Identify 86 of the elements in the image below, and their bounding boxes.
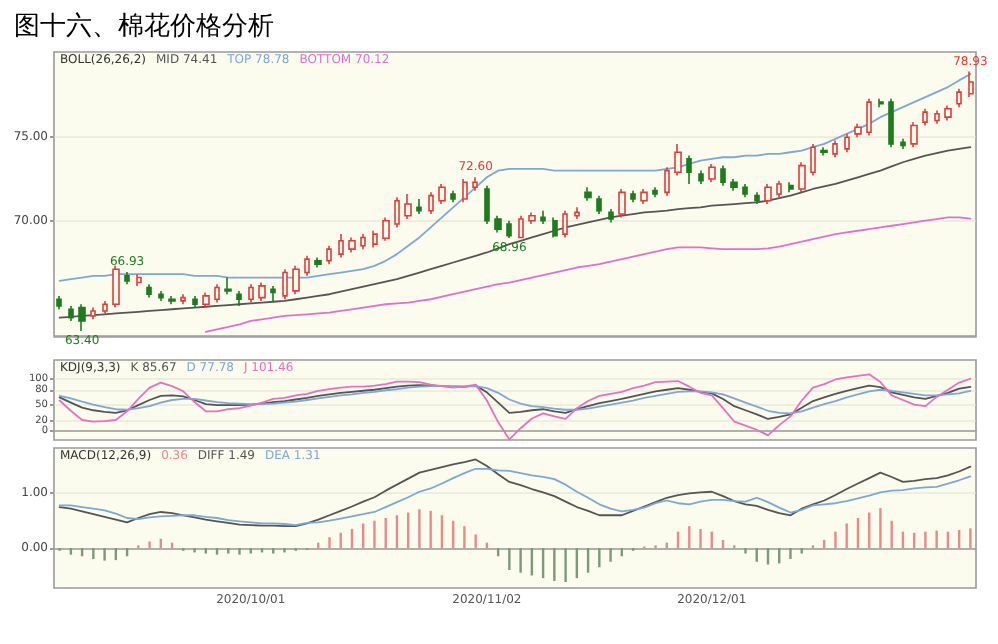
candlestick	[618, 188, 626, 219]
candlestick	[146, 283, 152, 299]
candlestick	[472, 176, 478, 192]
candlestick	[810, 143, 816, 177]
candlestick	[574, 206, 580, 220]
candlestick	[282, 268, 288, 301]
candlestick	[776, 179, 782, 199]
candlestick	[428, 191, 434, 215]
candlestick	[416, 198, 422, 215]
candlestick	[394, 196, 400, 229]
candlestick	[270, 285, 276, 302]
candlestick	[68, 305, 74, 322]
candlestick	[372, 229, 378, 249]
candlestick	[922, 108, 928, 127]
candlestick	[934, 109, 940, 125]
candlestick	[552, 216, 558, 239]
candlestick	[382, 216, 390, 242]
candlestick	[698, 169, 704, 185]
line-series	[58, 373, 972, 441]
candlestick	[314, 256, 322, 269]
candlestick	[192, 295, 198, 309]
candlestick	[338, 233, 344, 259]
candlestick	[56, 295, 62, 311]
candlestick	[248, 283, 254, 304]
candlestick	[596, 194, 602, 215]
candlestick	[878, 97, 884, 108]
line-series	[58, 146, 972, 319]
candlestick	[686, 154, 692, 185]
candlestick	[720, 164, 726, 187]
candlestick	[258, 281, 266, 302]
candlestick	[664, 166, 670, 197]
candlestick	[788, 181, 794, 194]
candlestick	[112, 265, 120, 309]
line-series	[204, 216, 972, 333]
candlestick	[674, 143, 682, 177]
candlestick	[910, 121, 918, 149]
candlestick	[90, 306, 96, 321]
candlestick	[944, 104, 952, 122]
candlestick	[708, 163, 716, 184]
candlestick	[584, 186, 592, 202]
candlestick	[78, 303, 86, 332]
candlestick	[202, 291, 210, 309]
candlestick	[640, 188, 648, 205]
candlestick	[866, 97, 872, 137]
line-series	[58, 73, 972, 282]
candlestick	[820, 146, 828, 157]
candlestick	[462, 178, 468, 204]
candlestick	[102, 300, 108, 316]
candlestick	[608, 208, 614, 224]
candlestick	[168, 295, 176, 306]
candlestick	[730, 178, 738, 192]
candlestick	[224, 276, 232, 296]
candlestick	[888, 97, 894, 149]
candlestick	[562, 209, 568, 239]
candlestick	[832, 139, 838, 159]
candlestick	[450, 189, 456, 204]
candlestick	[854, 123, 862, 138]
candlestick	[404, 193, 412, 220]
candlestick	[236, 290, 242, 307]
candlestick	[518, 214, 524, 239]
chart-title: 图十六、棉花价格分析	[14, 12, 274, 42]
candlestick	[438, 183, 446, 205]
candlestick	[304, 255, 310, 277]
candlestick	[506, 219, 512, 239]
candlestick	[652, 186, 658, 199]
candlestick	[124, 271, 130, 286]
candlestick	[180, 293, 186, 306]
candlestick	[360, 233, 366, 250]
candlestick	[326, 244, 332, 265]
candlestick	[214, 283, 220, 304]
candlestick	[158, 290, 164, 302]
candlestick	[348, 236, 356, 254]
candlestick	[798, 161, 806, 194]
candlestick	[630, 189, 636, 204]
candlestick	[764, 183, 772, 205]
candlestick	[494, 214, 502, 234]
candlestick	[528, 211, 536, 225]
candlestick	[136, 273, 142, 287]
candlestick	[540, 209, 546, 225]
candlestick	[292, 265, 300, 296]
candlestick	[900, 138, 906, 150]
candlestick	[956, 87, 962, 108]
candlestick	[754, 191, 760, 205]
candlestick	[484, 184, 490, 225]
candlestick	[844, 133, 850, 154]
candlestick	[742, 183, 748, 199]
